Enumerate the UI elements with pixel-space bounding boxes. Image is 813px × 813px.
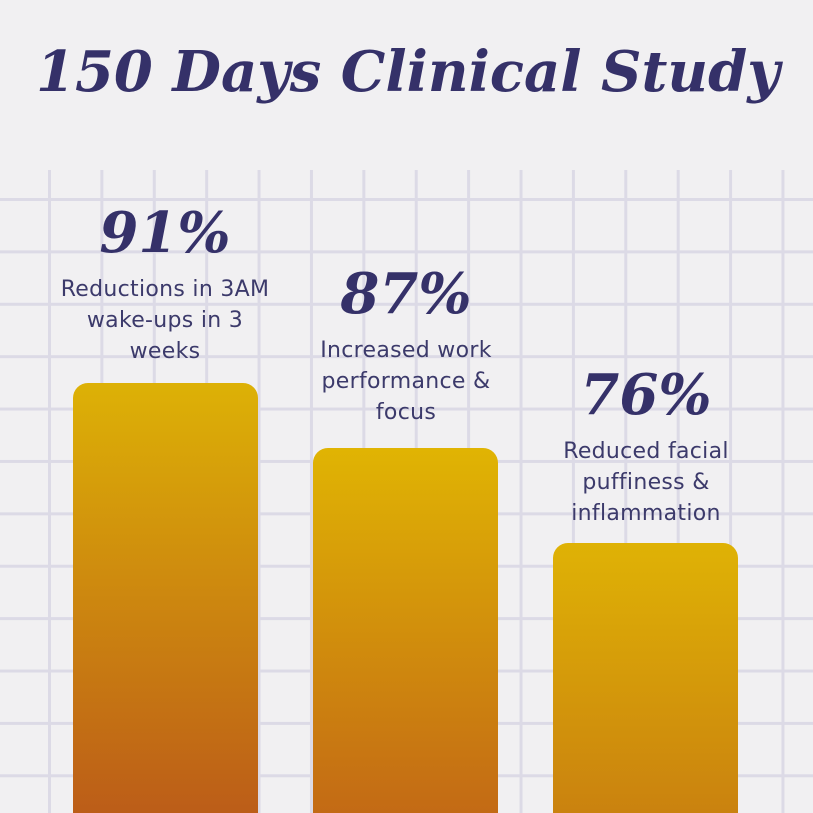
stat-description-line: Reductions in 3AM [60, 277, 270, 302]
page-title: 150 Days Clinical Study [36, 39, 780, 105]
stat-description: Increased work performance & focus [266, 335, 546, 428]
bar-reductions-wakeups [73, 383, 258, 813]
stat-description: Reduced facial puffiness & inflammation [506, 436, 786, 529]
stat-value: 91% [99, 200, 231, 266]
stat-value: 87% [340, 261, 472, 327]
stat-description-line: performance & [321, 369, 491, 394]
stat-block-work-performance: 87% Increased work performance & focus [266, 265, 546, 428]
stat-description-line: puffiness & [582, 470, 710, 495]
stat-block-reductions-wakeups: 91% Reductions in 3AM wake-ups in 3 week… [25, 204, 305, 367]
stat-description-line: focus [375, 400, 437, 425]
bar-facial-puffiness [553, 543, 738, 813]
stat-value: 76% [580, 362, 712, 428]
stat-block-facial-puffiness: 76% Reduced facial puffiness & inflammat… [506, 366, 786, 529]
stat-description-line: Increased work [320, 338, 492, 363]
stat-description-line: inflammation [571, 501, 721, 526]
stat-description: Reductions in 3AM wake-ups in 3 weeks [25, 274, 305, 367]
bar-work-performance [313, 448, 498, 813]
stat-description-line: weeks [129, 339, 201, 364]
stat-description-line: wake-ups in 3 [86, 308, 244, 333]
stat-description-line: Reduced facial [563, 439, 729, 464]
